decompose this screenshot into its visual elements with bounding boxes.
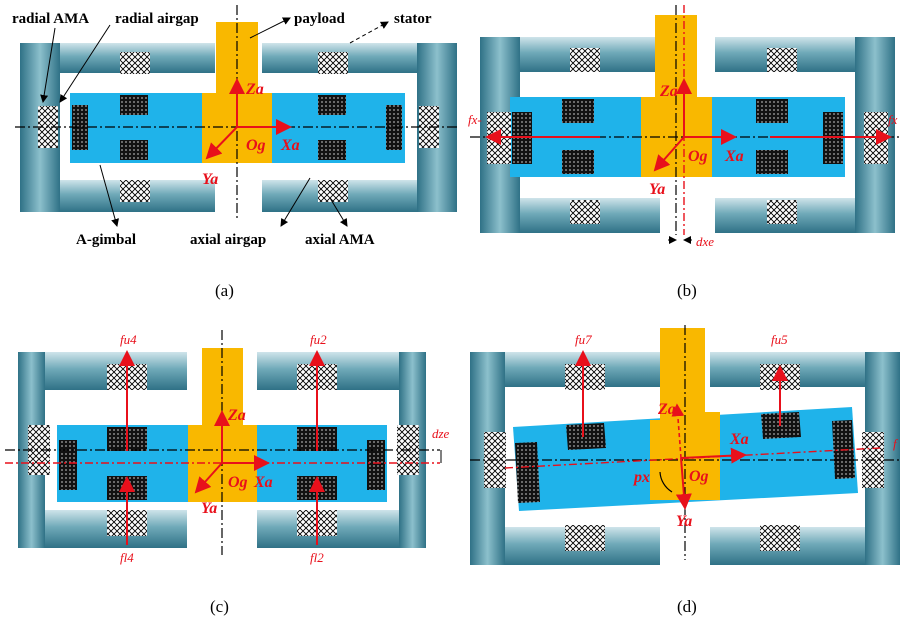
coil [59,440,77,490]
coil [562,150,594,174]
panel-a: Za Xa Ya Og radial AMA radial airgap pay… [12,5,460,300]
axial-ama [767,200,797,224]
force-fl4: fl4 [120,550,134,565]
axis-y-label: Ya [676,513,692,530]
origin-label: Og [228,474,248,491]
axial-ama [318,52,348,74]
origin-label: Og [246,137,266,154]
label-radial-airgap: radial airgap [115,11,199,27]
panel-d: Za Xa Ya Og px fu7 fu5 f (d) [470,325,900,616]
label-stator: stator [394,11,432,27]
axial-ama [565,525,605,551]
coil [318,140,346,160]
axial-ama [760,525,800,551]
axial-ama [318,180,348,202]
axis-x-label: Xa [729,431,749,448]
label-axial-ama: axial AMA [305,232,375,248]
label-axial-airgap: axial airgap [190,232,266,248]
coil [318,95,346,115]
axis-x-label: Xa [724,148,744,165]
label-dxe: dxe [696,234,714,249]
coil [72,105,88,150]
coil [756,99,788,123]
coil [367,440,385,490]
caption-b: (b) [677,281,697,300]
label-a-gimbal: A-gimbal [76,232,136,248]
axial-ama [767,48,797,72]
force-fu5: fu5 [771,332,788,347]
label-radial-ama: radial AMA [12,11,89,27]
force-fl2: fl2 [310,550,324,565]
caption-a: (a) [215,281,234,300]
coil [120,95,148,115]
axis-y-label: Ya [201,500,217,517]
axis-z-label: Za [659,83,678,100]
force-fx-right: fx [888,112,898,127]
coil [120,140,148,160]
coil [562,99,594,123]
label-dze: dze [432,426,450,441]
panel-c: Za Xa Ya Og fu4 fu2 fl4 fl2 dze (c) [5,330,450,616]
axial-ama [570,200,600,224]
label-payload: payload [294,11,346,27]
axial-ama [120,52,150,74]
origin-label: Og [688,148,708,165]
axis-y-label: Ya [649,181,665,198]
force-fx-left: fx- [468,112,482,127]
origin-label: Og [689,468,709,485]
axis-z-label: Za [245,81,264,98]
axis-z-label: Za [657,401,676,418]
caption-c: (c) [210,597,229,616]
axis-y-label: Ya [202,171,218,188]
axial-ama [120,180,150,202]
coil [566,423,606,450]
label-px: px [632,469,650,486]
axial-ama [565,364,605,390]
axis-x-label: Xa [253,474,273,491]
coil [515,442,540,503]
caption-d: (d) [677,597,697,616]
force-fu2: fu2 [310,332,327,347]
coil [756,150,788,174]
panel-b: Za Xa Ya Og fx- fx dxe (b) [468,5,900,300]
axis-x-label: Xa [280,137,300,154]
force-fu4: fu4 [120,332,137,347]
axial-ama [570,48,600,72]
force-fu7: fu7 [575,332,592,347]
axis-z-label: Za [227,407,246,424]
force-f-right: f [893,436,899,451]
